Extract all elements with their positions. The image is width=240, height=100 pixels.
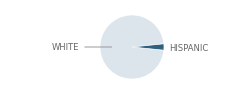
Wedge shape (132, 44, 164, 50)
Text: WHITE: WHITE (52, 42, 112, 52)
Text: HISPANIC: HISPANIC (163, 44, 208, 53)
Wedge shape (100, 15, 164, 79)
